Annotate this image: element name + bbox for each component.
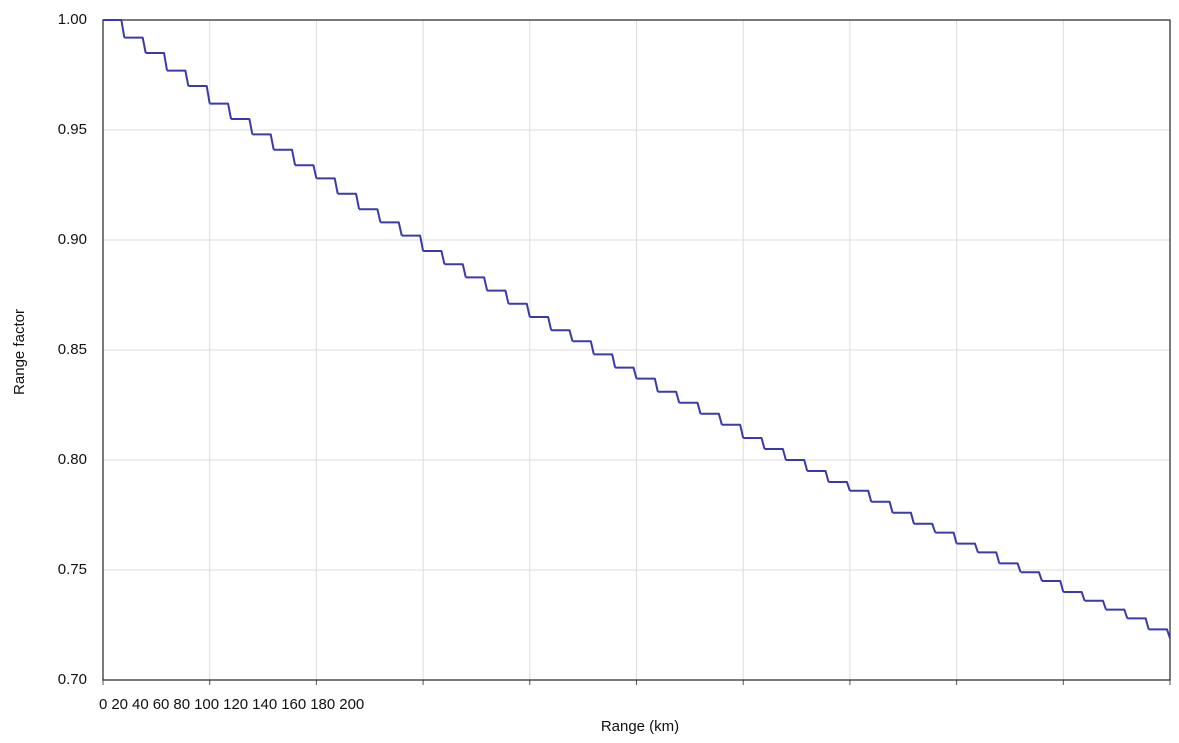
x-tick-label: 120 bbox=[223, 696, 248, 713]
line-step bbox=[423, 250, 446, 265]
line-step bbox=[487, 289, 510, 305]
y-tick-label: 0.85 bbox=[58, 341, 87, 358]
line-step bbox=[209, 102, 233, 120]
line-step bbox=[359, 208, 382, 223]
line-step bbox=[551, 329, 574, 342]
x-axis-label: Range (km) bbox=[601, 718, 679, 735]
line-step bbox=[401, 234, 425, 252]
line-step bbox=[572, 340, 595, 355]
line-step bbox=[316, 177, 339, 194]
line-step bbox=[593, 353, 617, 368]
y-tick-label: 0.75 bbox=[58, 561, 87, 578]
line-step bbox=[807, 470, 830, 483]
x-tick-label: 160 bbox=[281, 696, 306, 713]
line-step bbox=[145, 52, 169, 71]
line-step bbox=[913, 522, 937, 533]
line-step bbox=[977, 551, 1001, 564]
line-step bbox=[508, 302, 531, 318]
line-step bbox=[956, 542, 979, 553]
line-step bbox=[1084, 599, 1107, 610]
line-step bbox=[892, 511, 915, 525]
line-step bbox=[188, 85, 211, 104]
line-step bbox=[657, 390, 681, 404]
x-tick-label: 60 bbox=[153, 696, 170, 713]
line-step bbox=[828, 481, 851, 492]
y-tick-label: 1.00 bbox=[58, 11, 87, 28]
line-step bbox=[252, 133, 275, 150]
line-step bbox=[721, 423, 745, 439]
line-step bbox=[1148, 628, 1171, 639]
line-step bbox=[465, 276, 489, 291]
x-tick-label: 100 bbox=[194, 696, 219, 713]
x-tick-label: 180 bbox=[310, 696, 335, 713]
line-step bbox=[679, 401, 702, 415]
line-step bbox=[615, 366, 638, 379]
line-step bbox=[103, 19, 126, 38]
line-step bbox=[444, 263, 467, 278]
line-step bbox=[1063, 591, 1086, 602]
line-step bbox=[167, 69, 190, 87]
line-step bbox=[743, 437, 766, 450]
x-tick-label: 140 bbox=[252, 696, 277, 713]
x-tick-label: 20 bbox=[111, 696, 128, 713]
x-tick-label: 40 bbox=[132, 696, 149, 713]
x-tick-label: 80 bbox=[173, 696, 190, 713]
line-step bbox=[849, 489, 873, 503]
line-step bbox=[295, 164, 318, 179]
line-step bbox=[636, 377, 659, 393]
y-tick-label: 0.70 bbox=[58, 671, 87, 688]
line-step bbox=[1127, 617, 1150, 630]
y-axis-label: Range factor bbox=[11, 309, 28, 395]
line-step bbox=[785, 459, 809, 472]
line-step bbox=[529, 316, 553, 331]
line-step bbox=[337, 192, 361, 210]
line-step bbox=[231, 118, 254, 135]
y-tick-label: 0.95 bbox=[58, 121, 87, 138]
line-step bbox=[124, 36, 147, 54]
line-step bbox=[1041, 580, 1065, 593]
x-tick-label: 0 bbox=[99, 696, 107, 713]
y-tick-label: 0.90 bbox=[58, 231, 87, 248]
line-step bbox=[1020, 571, 1043, 582]
line-step bbox=[380, 221, 403, 236]
line-step bbox=[273, 148, 297, 166]
line-step bbox=[871, 500, 894, 514]
x-tick-label: 200 bbox=[339, 696, 364, 713]
line-step bbox=[764, 448, 787, 461]
plot-border bbox=[102, 19, 1171, 681]
line-step bbox=[999, 562, 1022, 573]
line-step bbox=[1105, 608, 1129, 619]
y-tick-label: 0.80 bbox=[58, 451, 87, 468]
line-step bbox=[935, 531, 958, 544]
line-step bbox=[700, 412, 723, 426]
